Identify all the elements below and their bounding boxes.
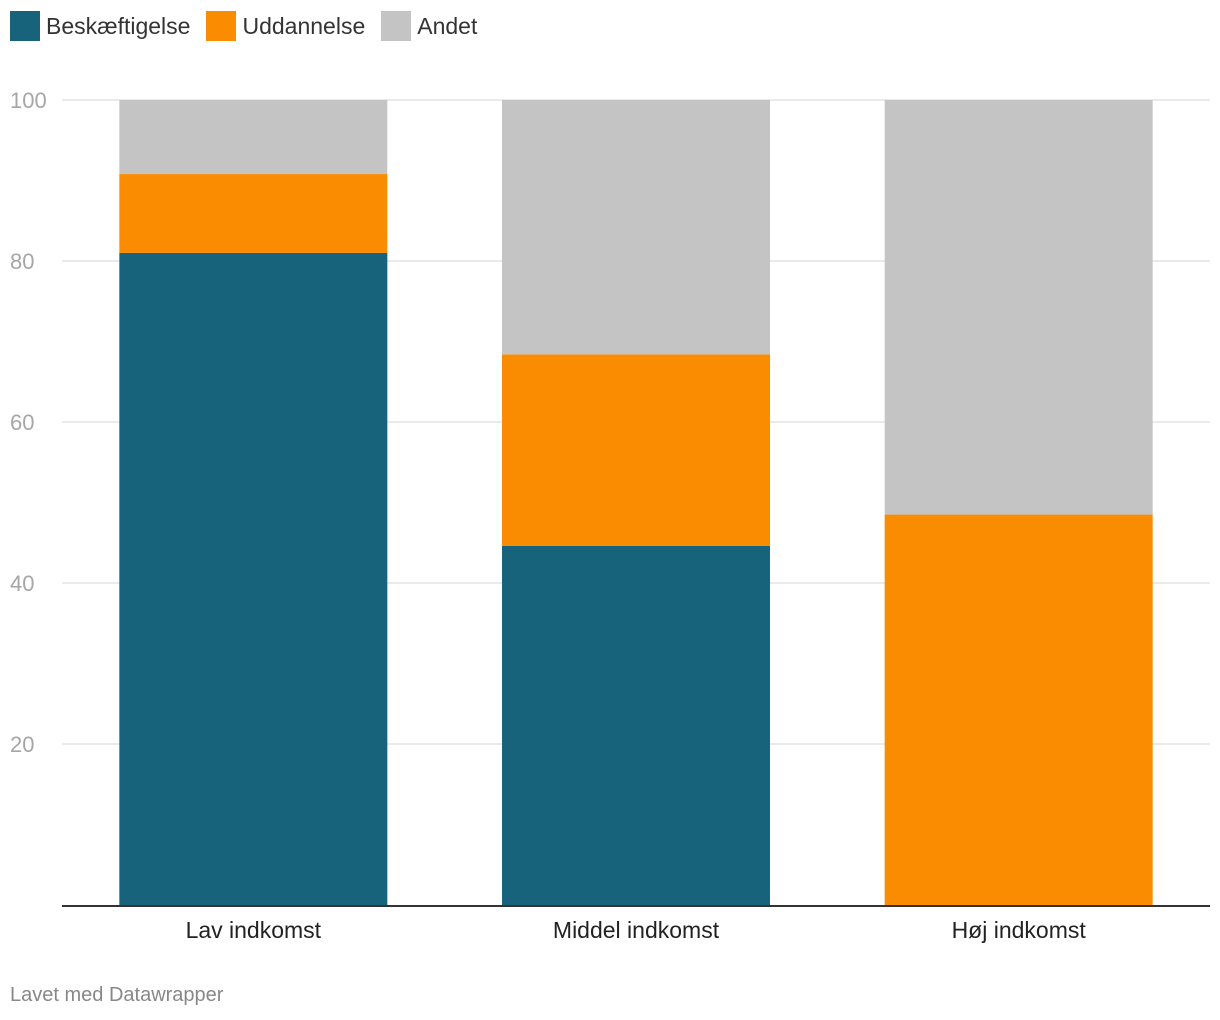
bar-1-besk-ftigelse (502, 545, 770, 905)
legend-swatch-beskaeftigelse (10, 11, 40, 41)
y-tick-label-80: 80 (10, 249, 34, 274)
y-tick-label-60: 60 (10, 410, 34, 435)
legend: Beskæftigelse Uddannelse Andet (10, 10, 493, 42)
x-category-label-0: Lav indkomst (186, 917, 322, 943)
y-tick-label-40: 40 (10, 571, 34, 596)
bar-0-uddannelse (119, 174, 388, 253)
footer-credit: Lavet med Datawrapper (10, 984, 224, 1006)
x-category-label-1: Middel indkomst (553, 917, 720, 943)
bar-1-andet (502, 100, 770, 355)
legend-item-uddannelse: Uddannelse (206, 11, 365, 41)
bar-2-uddannelse (884, 514, 1153, 905)
bar-0-andet (119, 100, 388, 175)
legend-item-andet: Andet (381, 11, 477, 41)
bar-0-besk-ftigelse (119, 252, 388, 905)
legend-label-beskaeftigelse: Beskæftigelse (46, 12, 191, 39)
y-tick-label-20: 20 (10, 732, 34, 757)
legend-item-beskaeftigelse: Beskæftigelse (10, 11, 190, 41)
legend-swatch-uddannelse (206, 11, 237, 41)
bar-2-andet (884, 100, 1153, 515)
legend-label-andet: Andet (417, 12, 478, 39)
legend-swatch-andet (381, 11, 412, 41)
bar-1-uddannelse (502, 354, 770, 546)
legend-label-uddannelse: Uddannelse (242, 12, 366, 39)
y-tick-label-100: 100 (10, 88, 47, 113)
x-category-label-2: Høj indkomst (952, 917, 1087, 943)
